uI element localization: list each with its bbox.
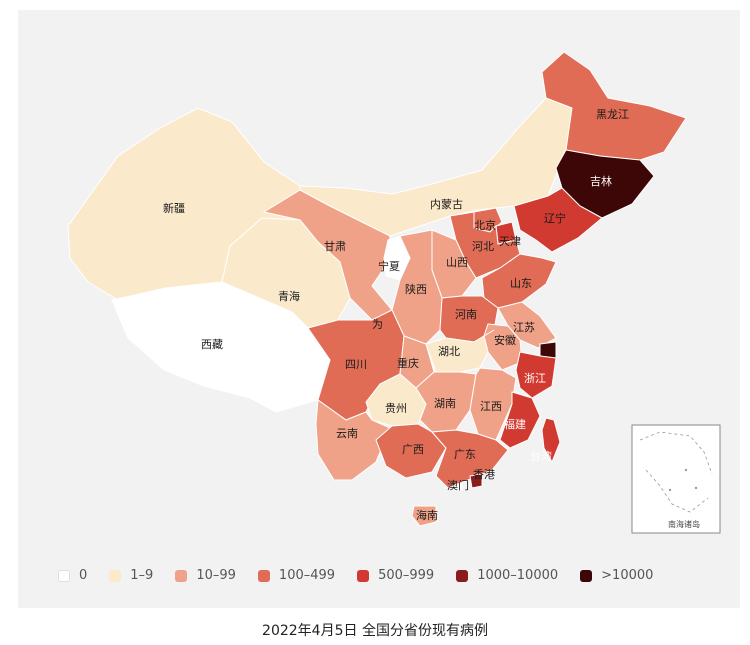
region-jilin[interactable] bbox=[555, 149, 655, 219]
legend-swatch bbox=[109, 569, 122, 582]
label-tianjin: 天津 bbox=[499, 235, 521, 248]
legend-label: 500–999 bbox=[378, 568, 435, 583]
label-liaoning: 辽宁 bbox=[544, 211, 566, 225]
label-gansu: 甘肃 bbox=[324, 240, 346, 253]
legend-item-5[interactable]: 1000–10000 bbox=[456, 568, 558, 583]
china-map: 南海诸岛 为 新疆 西藏 青海 甘肃 内蒙古 黑龙江 吉林 辽宁 北京 天津 河… bbox=[67, 51, 721, 534]
legend-item-0[interactable]: 0 bbox=[58, 568, 87, 583]
region-guangdong[interactable] bbox=[430, 429, 509, 489]
legend-item-6[interactable]: >10000 bbox=[580, 568, 653, 583]
label-fujian: 福建 bbox=[504, 417, 526, 431]
region-hainan[interactable] bbox=[411, 505, 437, 527]
label-taiwan: 台湾 bbox=[530, 449, 552, 463]
region-aomen[interactable] bbox=[453, 483, 463, 491]
label-shandong: 山东 bbox=[510, 277, 532, 290]
legend-label: >10000 bbox=[601, 568, 654, 583]
label-hainan: 海南 bbox=[416, 508, 438, 522]
label-anhui: 安徽 bbox=[494, 333, 516, 347]
label-jilin: 吉林 bbox=[590, 174, 612, 188]
region-liaoning[interactable] bbox=[513, 187, 603, 253]
legend-swatch bbox=[58, 569, 70, 582]
region-xianggang[interactable] bbox=[469, 473, 483, 489]
overlay-char: 为 bbox=[372, 318, 383, 331]
label-xizang: 西藏 bbox=[201, 338, 223, 351]
map-caption: 2022年4月5日 全国分省份现有病例 bbox=[262, 623, 488, 639]
label-henan: 河南 bbox=[455, 308, 477, 321]
label-hunan: 湖南 bbox=[434, 397, 456, 410]
legend-label: 10–99 bbox=[196, 568, 236, 583]
legend-swatch bbox=[580, 569, 593, 582]
label-jiangxi: 江西 bbox=[480, 400, 502, 413]
label-beijing: 北京 bbox=[474, 218, 496, 232]
legend-swatch bbox=[357, 569, 370, 582]
label-guangdong: 广东 bbox=[454, 448, 476, 461]
region-taiwan[interactable] bbox=[541, 417, 561, 464]
legend-label: 1000–10000 bbox=[477, 568, 559, 583]
region-zhejiang[interactable] bbox=[515, 351, 557, 399]
legend-label: 0 bbox=[79, 568, 88, 583]
legend-label: 1–9 bbox=[130, 568, 154, 583]
legend-label: 100–499 bbox=[278, 568, 336, 583]
label-sichuan: 四川 bbox=[345, 358, 367, 371]
label-chongqing: 重庆 bbox=[397, 356, 419, 370]
label-xinjiang: 新疆 bbox=[163, 201, 185, 215]
legend-swatch bbox=[456, 569, 469, 582]
legend-item-4[interactable]: 500–999 bbox=[357, 568, 434, 583]
south-china-sea-inset: 南海诸岛 bbox=[631, 424, 721, 534]
label-shaanxi: 陕西 bbox=[405, 282, 427, 296]
region-fujian[interactable] bbox=[499, 391, 541, 449]
label-xianggang: 香港 bbox=[473, 468, 495, 481]
label-ningxia: 宁夏 bbox=[378, 259, 400, 273]
map-panel: 南海诸岛 为 新疆 西藏 青海 甘肃 内蒙古 黑龙江 吉林 辽宁 北京 天津 河… bbox=[18, 10, 740, 608]
label-neimenggu: 内蒙古 bbox=[430, 197, 463, 211]
legend-item-2[interactable]: 10–99 bbox=[175, 568, 236, 583]
province-labels: 新疆 西藏 青海 甘肃 内蒙古 黑龙江 吉林 辽宁 北京 天津 河北 宁夏 山西… bbox=[163, 108, 629, 522]
label-qinghai: 青海 bbox=[278, 289, 300, 303]
label-heilongjiang: 黑龙江 bbox=[596, 108, 629, 121]
label-jiangsu: 江苏 bbox=[513, 321, 535, 334]
region-shanghai[interactable] bbox=[539, 341, 557, 359]
legend: 0 1–9 10–99 100–499 500–999 1000–10000 >… bbox=[58, 568, 675, 583]
label-hubei: 湖北 bbox=[438, 345, 460, 358]
region-yunnan[interactable] bbox=[315, 399, 391, 481]
label-shanxi: 山西 bbox=[446, 256, 468, 269]
legend-item-1[interactable]: 1–9 bbox=[109, 568, 153, 583]
legend-item-3[interactable]: 100–499 bbox=[257, 568, 336, 583]
label-zhejiang: 浙江 bbox=[524, 372, 546, 385]
label-guangxi: 广西 bbox=[402, 443, 424, 456]
label-yunnan: 云南 bbox=[336, 427, 358, 440]
label-guizhou: 贵州 bbox=[385, 402, 407, 415]
legend-swatch bbox=[257, 569, 270, 582]
region-heilongjiang[interactable] bbox=[541, 51, 687, 161]
inset-label: 南海诸岛 bbox=[668, 519, 700, 529]
label-aomen: 澳门 bbox=[447, 478, 469, 492]
label-hebei: 河北 bbox=[472, 240, 494, 253]
legend-swatch bbox=[175, 569, 188, 582]
